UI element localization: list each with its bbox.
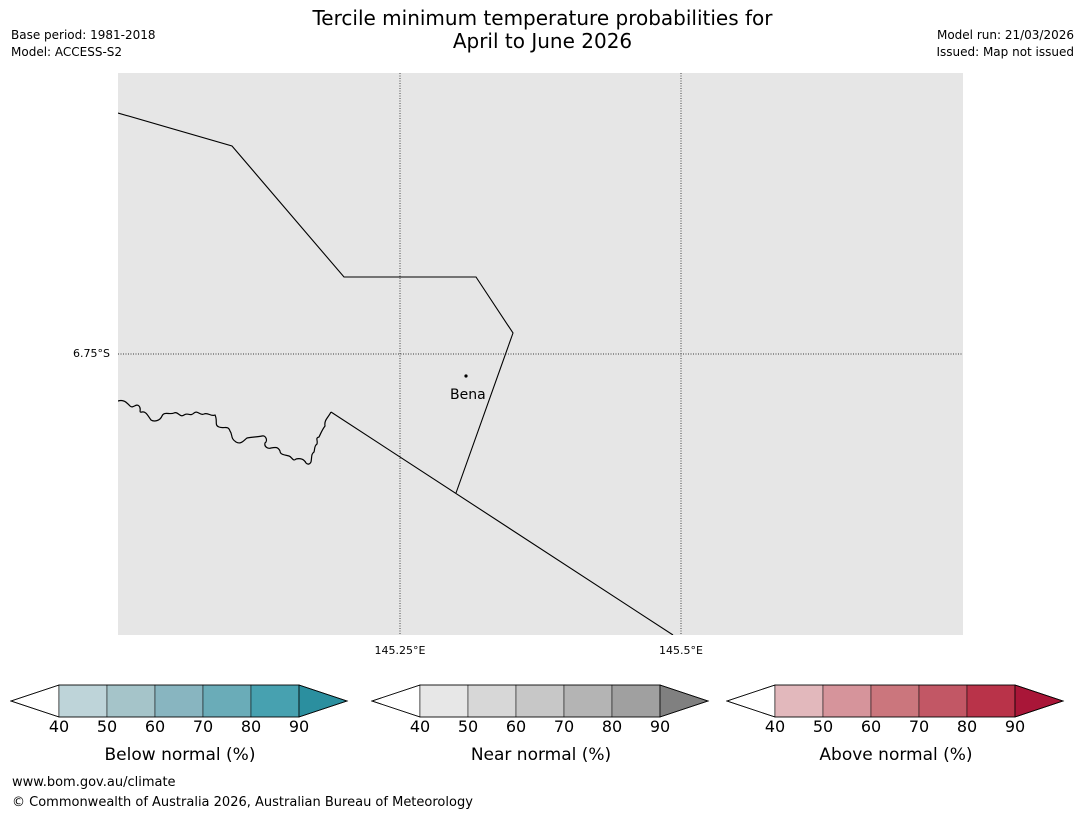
- colorbar-segment: [611, 684, 661, 718]
- place-label-bena: Bena: [450, 387, 486, 403]
- longitude-label-145-25: 145.25°E: [374, 644, 426, 657]
- colorbar-extend-low: [371, 684, 421, 718]
- colorbar-segment: [870, 684, 920, 718]
- colorbar-title-above: Above normal (%): [819, 745, 973, 765]
- colorbar-segment: [202, 684, 252, 718]
- colorbar-tick-label: 60: [861, 717, 881, 736]
- colorbar-tick-label: 80: [957, 717, 977, 736]
- colorbar-extend-high: [1014, 684, 1065, 718]
- district-boundary-south: [330, 411, 674, 635]
- colorbar-segment: [154, 684, 204, 718]
- colorbar-tick-label: 70: [193, 717, 213, 736]
- colorbar-tick-label: 40: [49, 717, 69, 736]
- river-boundary: [118, 399, 332, 465]
- longitude-label-145-5: 145.5°E: [659, 644, 703, 657]
- colorbar-tick-label: 80: [602, 717, 622, 736]
- issued-text: Issued: Map not issued: [936, 45, 1074, 59]
- colorbar-below-normal: 40 50 60 70 80 90: [10, 684, 349, 736]
- colorbar-extend-high: [298, 684, 349, 718]
- colorbar-tick-label: 50: [97, 717, 117, 736]
- colorbar-segment: [966, 684, 1016, 718]
- header-left: Base period: 1981-2018 Model: ACCESS-S2: [11, 27, 156, 61]
- colorbar-extend-low: [10, 684, 60, 718]
- colorbar-extend-high: [659, 684, 710, 718]
- colorbar-segment: [515, 684, 565, 718]
- title-line-1: Tercile minimum temperature probabilitie…: [312, 6, 773, 30]
- header-right: Model run: 21/03/2026 Issued: Map not is…: [936, 27, 1074, 61]
- colorbar-tick-label: 70: [554, 717, 574, 736]
- district-boundary-north: [118, 112, 514, 494]
- colorbar-title-near: Near normal (%): [470, 745, 612, 765]
- base-period-text: Base period: 1981-2018: [11, 28, 156, 42]
- latitude-label: 6.75°S: [73, 347, 110, 360]
- colorbar-segment: [822, 684, 872, 718]
- colorbar-outline: [371, 684, 710, 718]
- colorbar-tick-label: 40: [765, 717, 785, 736]
- colorbar-segment: [419, 684, 469, 718]
- colorbar-tick-label: 70: [909, 717, 929, 736]
- title-line-2: April to June 2026: [452, 29, 633, 53]
- colorbar-tick-label: 40: [410, 717, 430, 736]
- model-run-text: Model run: 21/03/2026: [936, 28, 1074, 42]
- colorbar-above-normal: 40 50 60 70 80 90: [726, 684, 1065, 736]
- colorbar-outline: [10, 684, 349, 718]
- colorbar-segment: [563, 684, 613, 718]
- model-text: Model: ACCESS-S2: [11, 45, 123, 59]
- colorbar-segment: [250, 684, 300, 718]
- colorbar-outline: [726, 684, 1065, 718]
- map-title: Tercile minimum temperature probabilitie…: [0, 7, 1085, 53]
- colorbar-tick-label: 50: [458, 717, 478, 736]
- colorbar-segment: [774, 684, 824, 718]
- footer-copyright: © Commonwealth of Australia 2026, Austra…: [12, 795, 473, 810]
- colorbar-segment: [467, 684, 517, 718]
- colorbar-tick-label: 60: [145, 717, 165, 736]
- footer-website[interactable]: www.bom.gov.au/climate: [12, 775, 176, 790]
- colorbar-segment: [106, 684, 156, 718]
- colorbar-tick-label: 80: [241, 717, 261, 736]
- colorbar-tick-label: 90: [289, 717, 309, 736]
- colorbar-title-below: Below normal (%): [104, 745, 256, 765]
- place-marker-bena: [464, 374, 468, 378]
- colorbar-near-normal: 40 50 60 70 80 90: [371, 684, 710, 736]
- colorbar-tick-label: 90: [650, 717, 670, 736]
- colorbar-tick-label: 60: [506, 717, 526, 736]
- colorbar-tick-label: 90: [1005, 717, 1025, 736]
- map-panel[interactable]: [118, 73, 963, 635]
- map-canvas[interactable]: [118, 73, 963, 635]
- colorbar-segment: [58, 684, 108, 718]
- colorbar-extend-low: [726, 684, 776, 718]
- colorbar-tick-label: 50: [813, 717, 833, 736]
- colorbar-segment: [918, 684, 968, 718]
